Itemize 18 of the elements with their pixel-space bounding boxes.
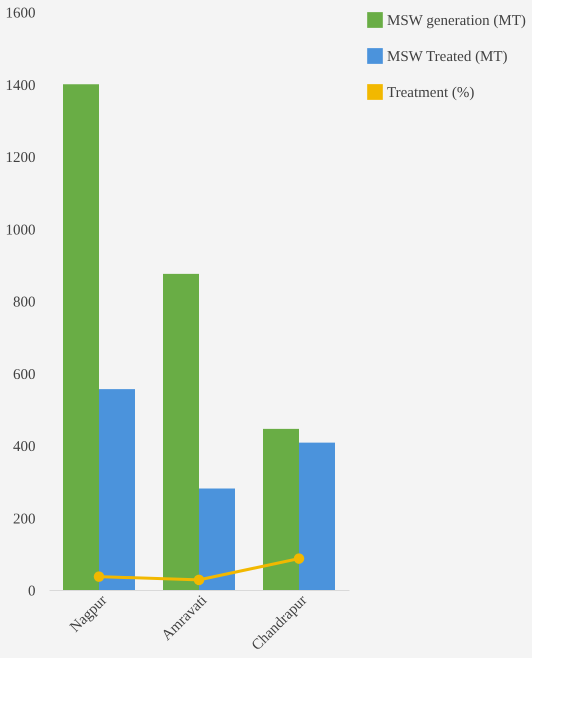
- bar: [63, 84, 99, 590]
- bar: [163, 274, 199, 590]
- y-tick-label: 200: [13, 511, 36, 528]
- bar: [199, 488, 235, 590]
- y-tick-label: 400: [13, 439, 36, 455]
- bar: [299, 442, 335, 590]
- bar: [263, 428, 299, 590]
- bar: [99, 389, 135, 590]
- y-tick-label: 800: [13, 294, 36, 310]
- legend-label: MSW generation (MT): [387, 13, 526, 29]
- y-tick-label: 1600: [6, 6, 36, 22]
- y-tick-label: 1400: [6, 78, 36, 94]
- y-tick-label: 600: [13, 366, 36, 383]
- legend-label: MSW Treated (MT): [387, 49, 508, 65]
- y-tick-label: 0: [28, 584, 36, 600]
- legend-label: Treatment (%): [387, 85, 474, 101]
- y-tick-label: 1200: [6, 150, 36, 166]
- y-tick-label: 1000: [6, 222, 36, 238]
